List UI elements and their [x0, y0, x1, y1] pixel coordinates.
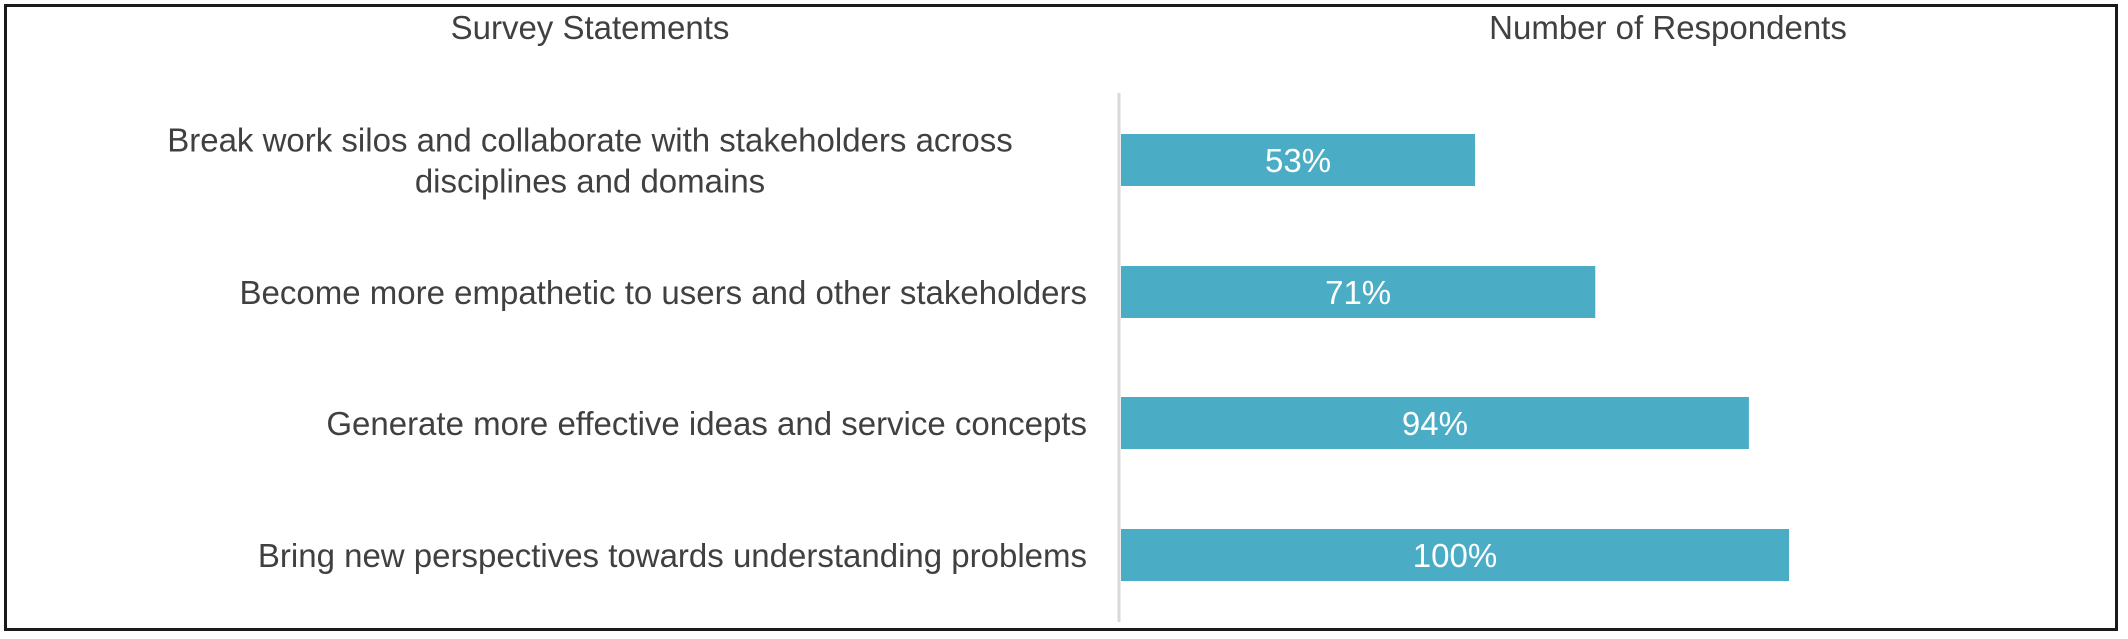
bars-group: 53% Break work silos and collaborate with…: [167, 122, 1789, 581]
bar-value-label-2: 71%: [1325, 274, 1391, 311]
bar-4: [1121, 529, 1789, 581]
category-label-line: Bring new perspectives towards understan…: [258, 537, 1087, 574]
bar-3: [1121, 397, 1749, 449]
right-column-header: Number of Respondents: [1489, 9, 1847, 46]
left-column-header: Survey Statements: [451, 9, 730, 46]
bar-value-label-4: 100%: [1413, 537, 1497, 574]
bar-2: [1121, 266, 1596, 318]
bar-value-label-1: 53%: [1265, 142, 1331, 179]
category-label-1: Break work silos and collaborate with st…: [167, 122, 1013, 200]
category-label-4: Bring new perspectives towards understan…: [258, 537, 1087, 574]
category-label-3: Generate more effective ideas and servic…: [326, 405, 1087, 442]
category-label-line: Break work silos and collaborate with st…: [167, 122, 1013, 159]
category-label-line: Become more empathetic to users and othe…: [240, 274, 1087, 311]
category-label-2: Become more empathetic to users and othe…: [240, 274, 1087, 311]
category-label-line: disciplines and domains: [415, 163, 765, 200]
category-label-line: Generate more effective ideas and servic…: [326, 405, 1087, 442]
bar-value-label-3: 94%: [1402, 405, 1468, 442]
chart-frame: [4, 4, 2118, 631]
bar-1: [1121, 134, 1476, 186]
